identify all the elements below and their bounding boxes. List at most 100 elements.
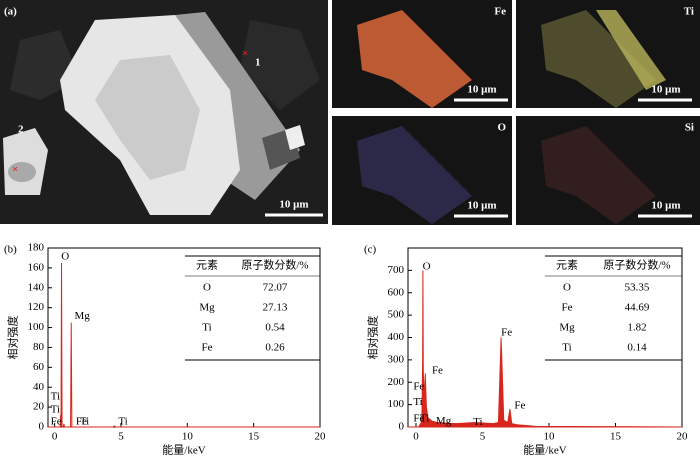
chart: (c) 0 100 200 300 400 500 600 700 0 5 10 15 20 能量/keV 相…	[364, 244, 688, 457]
bright-grain	[285, 125, 305, 150]
particle-2-core	[8, 162, 36, 182]
peak-label: Ti	[51, 404, 60, 416]
scale-label: 10 μm	[279, 199, 308, 211]
table-cell: 44.69	[625, 302, 650, 314]
marker: ×	[242, 48, 248, 60]
table-cell: 72.07	[263, 282, 288, 294]
pores	[95, 55, 200, 180]
map-bg	[516, 116, 700, 225]
y-axis-label: 相对强度	[6, 316, 20, 360]
scale-label: 10 μm	[467, 84, 496, 96]
x-tick-label: 0	[52, 431, 58, 443]
point-label: 1	[255, 57, 261, 69]
panel-label: (c)	[364, 244, 377, 256]
table-cell: O	[563, 282, 571, 294]
peak-label: Fe	[501, 327, 512, 339]
map-signal	[541, 126, 656, 224]
x-tick-label: 20	[677, 431, 689, 443]
y-tick-label: 140	[28, 281, 45, 293]
map: Si 10 μm	[516, 116, 700, 225]
x-tick-label: 0	[413, 431, 419, 443]
x-tick-label: 15	[610, 431, 622, 443]
map: O 10 μm	[332, 116, 512, 225]
peak-label: Fe	[76, 416, 87, 428]
y-tick-label: 80	[33, 341, 45, 353]
y-tick-label: 0	[399, 421, 405, 433]
table-cell: 0.26	[265, 342, 285, 354]
x-tick-label: 20	[315, 431, 327, 443]
peak-label: Fe	[432, 365, 443, 377]
panel-a: × × (a) 1 2 10 μm	[0, 0, 328, 224]
peak-label: Fe	[413, 380, 424, 392]
y-tick-label: 100	[28, 321, 45, 333]
x-tick-label: 10	[543, 431, 555, 443]
table-cell: Mg	[559, 322, 575, 334]
point-label: 2	[18, 124, 24, 136]
map-element: Fe	[494, 6, 506, 18]
scale-label: 10 μm	[651, 84, 680, 96]
peak-label: Ti	[413, 396, 422, 408]
x-tick-label: 5	[480, 431, 486, 443]
map: Ti 10 μm	[516, 0, 700, 108]
map-element: Si	[685, 122, 694, 134]
x-tick-label: 15	[248, 431, 260, 443]
y-tick-label: 700	[388, 264, 405, 276]
table-cell: Mg	[199, 302, 215, 314]
scale-label: 10 μm	[467, 200, 496, 212]
x-axis-label: 能量/keV	[162, 443, 205, 457]
x-axis-label: 能量/keV	[523, 443, 566, 457]
marker: ×	[12, 164, 18, 176]
peak-label: Ti	[118, 416, 127, 428]
y-tick-label: 600	[388, 286, 405, 298]
y-tick-label: 40	[33, 381, 45, 393]
y-tick-label: 60	[33, 361, 45, 373]
plot-frame	[47, 247, 321, 428]
y-tick-label: 180	[28, 242, 45, 254]
spectrum	[408, 270, 683, 428]
table-header: 元素	[556, 259, 578, 272]
plot-frame	[407, 247, 683, 428]
table-cell: O	[203, 282, 211, 294]
chart: (b) 0 20 40 60 80 100 120 140 160 180 0 5 10 15 20 能量/ke…	[4, 242, 326, 457]
table-cell: 53.35	[625, 282, 650, 294]
table-cell: Fe	[202, 342, 213, 354]
table-cell: Ti	[202, 322, 211, 334]
y-tick-label: 300	[388, 353, 405, 365]
table-cell: 0.54	[265, 322, 285, 334]
peak-label: O	[61, 250, 69, 262]
map-signal	[357, 126, 472, 224]
y-axis-label: 相对强度	[366, 316, 380, 360]
map-element: Ti	[684, 6, 694, 18]
table-cell: Ti	[562, 342, 571, 354]
peak-label: Mg	[436, 415, 452, 427]
y-tick-label: 200	[388, 376, 405, 388]
table-header: 元素	[196, 259, 218, 272]
scale-label: 10 μm	[651, 200, 680, 212]
map-signal	[357, 10, 472, 108]
peak-label: Ti	[51, 391, 60, 403]
map-element: O	[497, 122, 506, 134]
table-cell: Fe	[562, 302, 573, 314]
table-cell: 1.82	[627, 322, 646, 334]
table-header: 原子数分数/%	[603, 259, 670, 272]
x-tick-label: 5	[118, 431, 124, 443]
map-signal	[541, 10, 656, 108]
x-tick-label: 10	[182, 431, 194, 443]
peak-label: Ti	[473, 416, 482, 428]
y-tick-label: 0	[39, 421, 45, 433]
y-tick-label: 100	[388, 398, 405, 410]
grain	[240, 20, 320, 110]
peak-label: Fe	[413, 413, 424, 425]
table-cell: 0.14	[627, 342, 647, 354]
y-tick-label: 160	[28, 261, 45, 273]
map-bg	[332, 116, 512, 225]
map: Fe 10 μm	[332, 0, 512, 108]
peak-label: O	[423, 261, 431, 273]
table-header: 原子数分数/%	[241, 259, 308, 272]
map-signal	[596, 10, 666, 90]
y-tick-label: 20	[33, 401, 45, 413]
maps: Fe 10 μm Ti 10 μm O 10 μm Si 10 μm	[332, 0, 700, 225]
spectrum	[48, 262, 320, 428]
peak-label: Ti	[80, 416, 89, 428]
y-tick-label: 400	[388, 331, 405, 343]
